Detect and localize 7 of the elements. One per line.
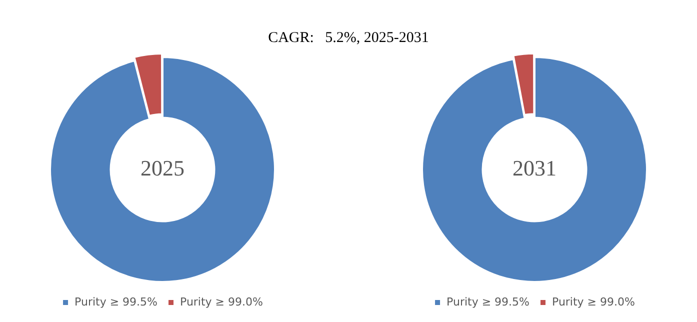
- text: 2031: [512, 155, 556, 180]
- text: 2025: [140, 155, 184, 180]
- legend-label: Purity ≥ 99.0%: [552, 295, 635, 308]
- text: CAGR: 5.2%, 2025-2031: [267, 30, 430, 47]
- legend-label: Purity ≥ 99.0%: [180, 295, 263, 308]
- legend-label: Purity ≥ 99.5%: [446, 295, 530, 308]
- legend-label: Purity ≥ 99.5%: [74, 295, 158, 308]
